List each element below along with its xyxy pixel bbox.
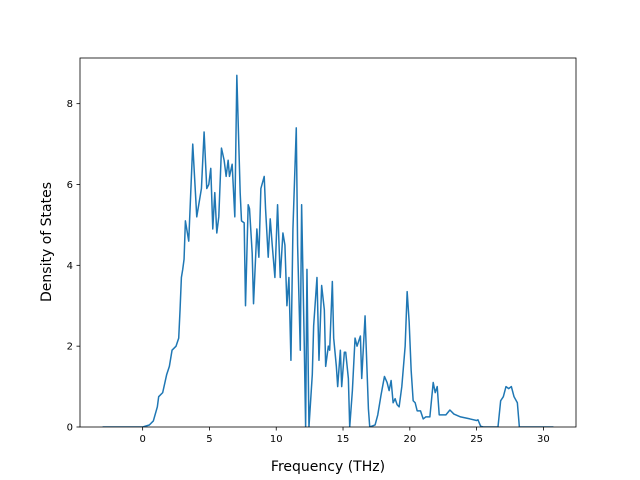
x-axis-label: Frequency (THz): [271, 459, 385, 475]
x-tick-label: 15: [337, 434, 350, 445]
x-tick-label: 20: [403, 434, 416, 445]
y-tick-label: 4: [67, 261, 73, 272]
x-tick-label: 5: [206, 434, 212, 445]
x-tick-label: 30: [537, 434, 550, 445]
y-tick-label: 8: [67, 99, 73, 110]
x-tick-label: 0: [139, 434, 145, 445]
line: [102, 74, 554, 427]
y-axis-label: Density of States: [39, 182, 55, 302]
plot-frame: [79, 57, 577, 428]
x-tick-label: 10: [270, 434, 283, 445]
y-tick-label: 2: [67, 342, 73, 353]
y-tick-label: 0: [67, 423, 73, 434]
y-tick-label: 6: [67, 180, 73, 191]
x-tick-label: 25: [470, 434, 483, 445]
